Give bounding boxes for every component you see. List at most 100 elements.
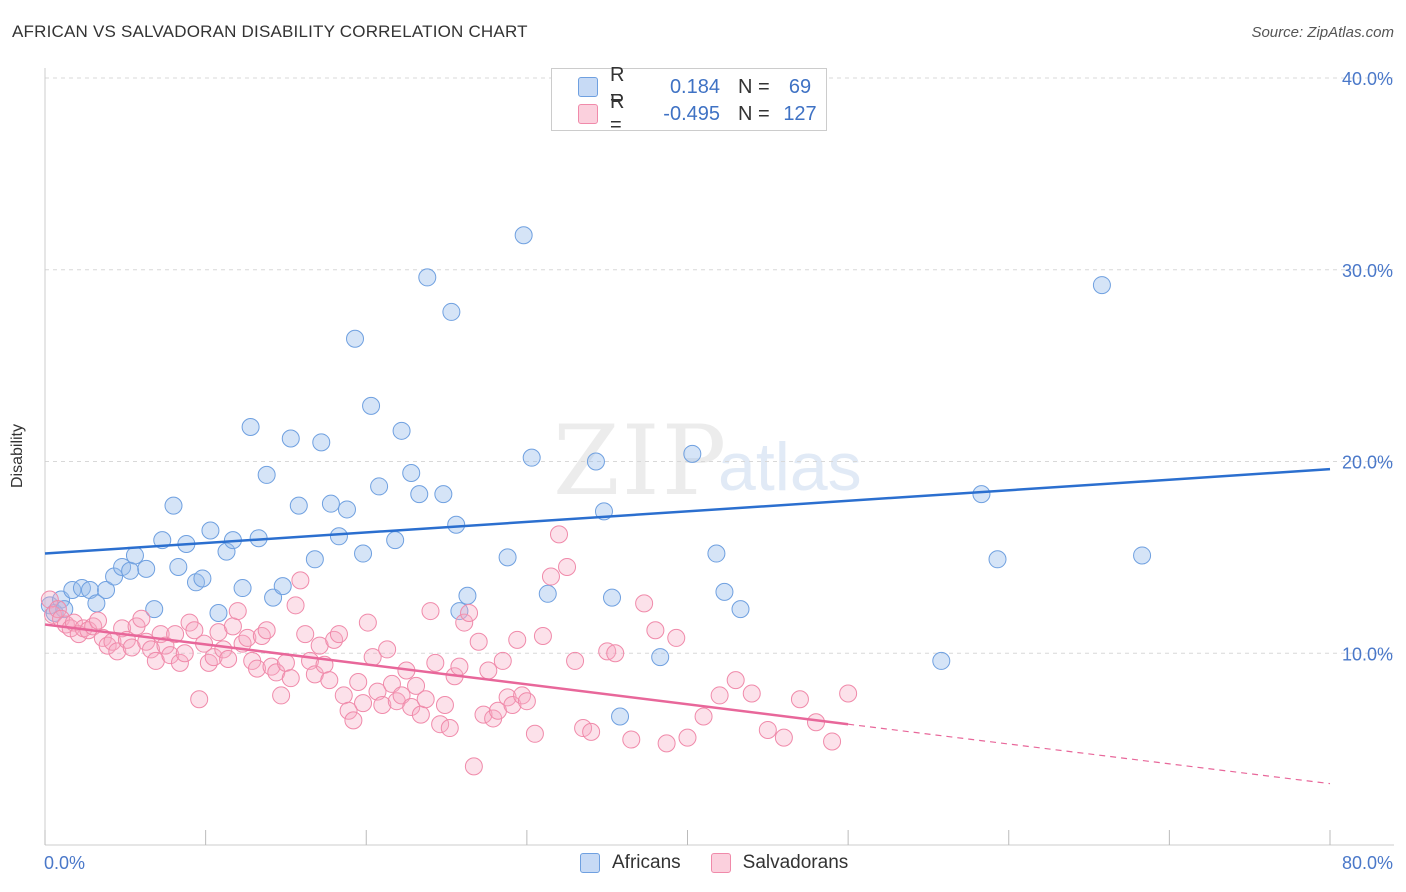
point-africans (305, 550, 324, 569)
point-africans (386, 531, 405, 550)
point-salvadorans (166, 625, 185, 644)
point-africans (346, 329, 365, 348)
point-salvadorans (657, 734, 676, 753)
point-salvadorans (558, 557, 577, 576)
grid (45, 77, 1394, 654)
point-africans (354, 544, 373, 563)
point-salvadorans (223, 617, 242, 636)
point-salvadorans (710, 686, 729, 705)
point-africans (447, 515, 466, 534)
point-salvadorans (469, 632, 488, 651)
legend-item-africans: Africans (580, 852, 681, 874)
point-salvadorans (132, 609, 151, 628)
point-africans (442, 302, 461, 321)
legend-label-salvadorans: Salvadorans (742, 852, 849, 873)
point-salvadorans (426, 653, 445, 672)
legend-n-value: 127 (783, 102, 817, 125)
point-salvadorans (431, 715, 450, 734)
point-salvadorans (742, 684, 761, 703)
point-africans (337, 500, 356, 519)
x-tick-label: 80.0% (1342, 853, 1393, 873)
point-salvadorans (368, 682, 387, 701)
point-africans (264, 588, 283, 607)
legend-n-label: N = (738, 102, 770, 125)
point-africans (522, 448, 541, 467)
point-africans (241, 417, 260, 436)
x-tick-label: 0.0% (44, 853, 85, 873)
point-africans (201, 521, 220, 540)
point-salvadorans (474, 705, 493, 724)
point-africans (972, 485, 991, 504)
legend-swatch-salvadorans (710, 853, 731, 873)
point-africans (321, 494, 340, 513)
point-salvadorans (839, 684, 858, 703)
legend-item-salvadorans: Salvadorans (710, 852, 849, 874)
point-salvadorans (382, 674, 401, 693)
point-africans (169, 557, 188, 576)
trend-lines (44, 467, 1331, 785)
point-africans (410, 485, 429, 504)
point-africans (1133, 546, 1152, 565)
point-africans (932, 651, 951, 670)
point-africans (514, 226, 533, 245)
point-salvadorans (344, 711, 363, 730)
point-salvadorans (774, 728, 793, 747)
watermark-atlas: atlas (718, 429, 862, 505)
point-salvadorans (726, 671, 745, 690)
legend-label-africans: Africans (612, 852, 681, 873)
point-salvadorans (175, 644, 194, 663)
point-africans (121, 561, 140, 580)
point-salvadorans (455, 613, 474, 632)
point-africans (370, 477, 389, 496)
point-africans (97, 580, 116, 599)
point-salvadorans (582, 722, 601, 741)
point-salvadorans (156, 636, 175, 655)
chart-title: AFRICAN VS SALVADORAN DISABILITY CORRELA… (12, 22, 528, 41)
point-salvadorans (262, 657, 281, 676)
trend-line-africans (44, 467, 1331, 555)
point-salvadorans (533, 626, 552, 645)
point-salvadorans (349, 673, 368, 692)
point-salvadorans (108, 642, 127, 661)
trend-line-salvadorans-extension (848, 723, 1331, 785)
point-salvadorans (407, 676, 426, 695)
point-africans (217, 542, 236, 561)
trend-line-salvadorans (44, 623, 849, 726)
y-tick-label: 20.0% (1342, 453, 1393, 473)
point-salvadorans (440, 719, 459, 738)
point-africans (55, 600, 74, 619)
point-salvadorans (204, 648, 223, 667)
point-salvadorans (635, 594, 654, 613)
point-africans (538, 584, 557, 603)
legend-r-value: -0.495 (663, 102, 720, 125)
point-salvadorans (525, 724, 544, 743)
point-salvadorans (678, 728, 697, 747)
point-salvadorans (276, 653, 295, 672)
point-salvadorans (257, 621, 276, 640)
y-tick-label: 40.0% (1342, 69, 1393, 89)
point-salvadorans (286, 596, 305, 615)
series-africans (40, 226, 1152, 726)
series-legend: Africans Salvadorans (580, 852, 878, 874)
point-salvadorans (238, 628, 257, 647)
point-salvadorans (89, 611, 108, 630)
point-salvadorans (411, 705, 430, 724)
legend-r-label: R = (610, 64, 625, 109)
point-salvadorans (334, 686, 353, 705)
point-salvadorans (325, 630, 344, 649)
point-salvadorans (416, 690, 435, 709)
series-salvadorans (40, 525, 858, 776)
point-africans (209, 603, 228, 622)
point-africans (434, 485, 453, 504)
point-salvadorans (320, 671, 339, 690)
point-salvadorans (272, 686, 291, 705)
point-salvadorans (199, 653, 218, 672)
point-africans (289, 496, 308, 515)
point-africans (988, 550, 1007, 569)
point-salvadorans (517, 692, 536, 711)
point-salvadorans (550, 525, 568, 544)
point-africans (362, 396, 381, 415)
point-salvadorans (421, 602, 440, 621)
point-salvadorans (185, 621, 204, 640)
point-salvadorans (513, 686, 532, 705)
